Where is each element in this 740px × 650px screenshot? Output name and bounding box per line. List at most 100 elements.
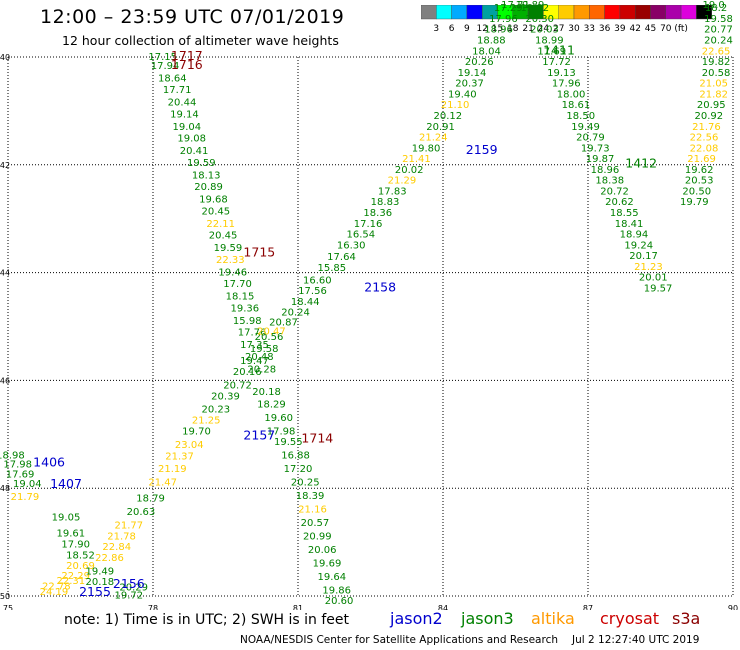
orbit-number-label: 1406 [33,455,65,470]
orbit-number-label: 1714 [301,430,333,445]
wave-height-value: 19.80 [412,143,441,154]
altimeter-tracks: 17.1517.9418.6417.7120.4419.1419.0419.08… [0,0,733,607]
satellite-label-cryosat: cryosat [600,609,660,628]
wave-height-value: 17.20 [284,464,313,475]
wave-height-value: 19.58 [250,344,279,355]
wave-height-value: 17.96 [552,79,581,90]
wave-height-value: 20.79 [576,133,605,144]
wave-height-value: 19.14 [458,68,487,79]
wave-height-value: 19.89 [516,0,545,11]
wave-height-value: 20.56 [255,332,284,343]
wave-height-value: 18.13 [192,170,221,181]
wave-height-value: 19.49 [571,122,600,133]
color-scale-label: 33 [584,24,595,34]
wave-height-value: 17.69 [537,46,566,57]
wave-height-value: 17.64 [327,252,356,263]
wave-height-value: 22.78 [42,582,71,593]
wave-height-value: 20.12 [434,111,463,122]
wave-height-value: 20.87 [269,317,298,328]
wave-height-value: 20.58 [702,68,731,79]
wave-height-value: 18.29 [257,399,286,410]
wave-height-value: 22.65 [702,46,731,57]
wave-height-value: 21.10 [441,100,470,111]
wave-height-value: 20.72 [223,380,252,391]
wave-height-value: 21.25 [192,416,221,427]
wave-height-value: 17.70 [223,279,252,290]
wave-height-value: 18.79 [136,494,165,505]
wave-height-value: 16.54 [347,230,376,241]
wave-height-value: 18.2 [705,3,727,14]
longitude-tick-label: 81 [293,604,303,610]
latitude-tick-label: 46 [0,376,10,385]
orbit-number-label: 2159 [466,142,498,157]
wave-height-value: 20.44 [168,98,197,109]
wave-height-value: 20.23 [202,405,231,416]
wave-height-value: 18.99 [535,36,564,47]
wave-height-map: 75 78 81 84 87 9040424446485017.1517.9418.641… [0,0,738,610]
wave-height-value: 20.37 [455,79,484,90]
wave-height-value: 22.31 [57,576,86,587]
latitude-tick-label: 48 [0,484,10,493]
wave-height-value: 21.41 [402,154,431,165]
wave-height-value: 17.98 [267,426,296,437]
satellite-label-altika: altika [531,609,575,628]
wave-height-value: 18.39 [296,491,325,502]
wave-height-value: 20.45 [202,206,231,217]
wave-height-value: 20.45 [209,231,238,242]
wave-height-value: 20.17 [629,251,658,262]
wave-height-value: 17.83 [378,186,407,197]
wave-height-value: 20.89 [194,182,223,193]
footer-credit: NOAA/NESDIS Center for Satellite Applica… [240,634,558,646]
wave-height-value: 20.53 [685,176,714,187]
wave-height-value: 17.96 [489,14,518,25]
wave-height-value: 17.94 [151,61,180,72]
wave-height-value: 20.18 [252,387,281,398]
wave-height-value: 18.04 [472,46,501,57]
wave-height-value: 19.40 [448,89,477,100]
wave-height-value: 20.28 [247,364,276,375]
page-subtitle: 12 hour collection of altimeter wave hei… [62,33,339,48]
wave-height-value: 17.16 [354,219,383,230]
wave-height-value: 21.24 [419,133,448,144]
wave-height-value: 17.35 [240,340,269,351]
wave-height-value: 17.71 [501,0,530,11]
orbit-number-label: 1411 [543,42,575,57]
wave-height-value: 19.79 [680,197,709,208]
wave-height-value: 23.04 [175,440,204,451]
latitude-tick-label: 42 [0,161,10,170]
color-scale-label: 3 [433,24,439,34]
wave-height-value: 16.88 [281,451,310,462]
orbit-number-label: 2156 [113,576,145,591]
wave-height-value: 18.88 [477,36,506,47]
wave-height-value: 20.47 [257,327,286,338]
wave-height-value: 21.37 [165,452,194,463]
wave-height-value: 20.02 [395,165,424,176]
note-text: note: 1) Time is in UTC; 2) SWH is in fe… [64,612,350,628]
wave-height-value: 19.47 [240,356,269,367]
wave-height-value: 20.26 [465,57,494,68]
orbit-number-label: 2157 [243,428,275,443]
color-swatch [696,5,712,20]
wave-height-value: 19.69 [313,558,342,569]
wave-height-value: 17.29 [494,3,523,14]
wave-height-value: 19.61 [57,529,86,540]
wave-height-value: 18.52 [66,550,95,561]
color-scale-label: (ft) [674,24,688,34]
wave-height-value: 22.11 [206,219,235,230]
wave-height-value: 20.03 [530,25,559,36]
wave-height-value: 20.50 [682,186,711,197]
wave-height-value: 19.13 [547,68,576,79]
wave-height-value: 17.90 [61,539,90,550]
color-scale-label: 9 [464,24,470,34]
wave-height-value: 19.87 [586,154,615,165]
footer: NOAA/NESDIS Center for Satellite Applica… [240,634,699,646]
wave-height-value: 20.39 [211,391,240,402]
color-scale-label: 15 [492,24,503,34]
footer-timestamp: Jul 2 12:27:40 UTC 2019 [572,634,700,646]
wave-height-value: 15.98 [233,316,262,327]
color-scale-label: 70 [660,24,672,34]
wave-height-value: 20.99 [303,531,332,542]
wave-height-value: 19.24 [624,240,653,251]
